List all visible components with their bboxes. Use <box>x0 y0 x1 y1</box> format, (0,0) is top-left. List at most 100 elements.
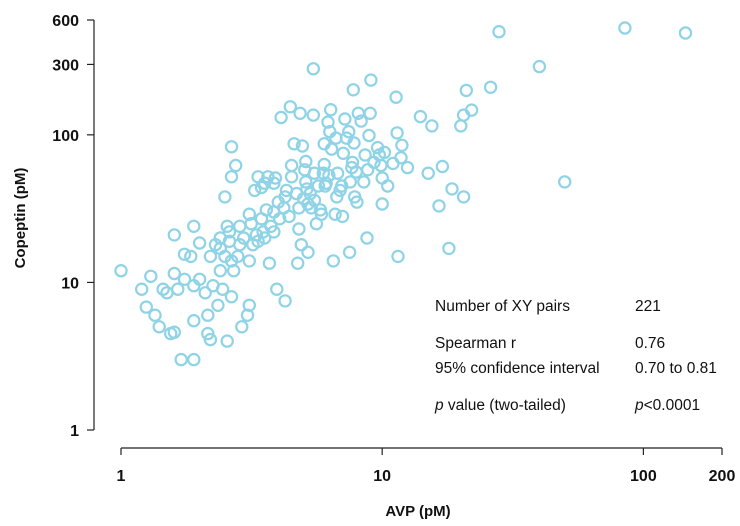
data-point <box>381 179 395 193</box>
stat-label-pvalue: p value (two-tailed) <box>434 397 566 414</box>
x-tick-label-10: 10 <box>373 468 391 485</box>
y-tick-label-10: 10 <box>61 275 79 292</box>
data-point <box>198 286 212 300</box>
stats-table: Number of XY pairs 221 Spearman r 0.76 9… <box>434 298 717 414</box>
y-tick-label-100: 100 <box>52 128 79 145</box>
data-point <box>360 231 374 245</box>
data-point <box>139 300 153 314</box>
data-point <box>678 26 693 40</box>
stat-value-pairs: 221 <box>635 298 661 315</box>
data-point <box>306 108 320 122</box>
y-tick-label-600: 600 <box>52 13 79 30</box>
data-point <box>421 166 435 180</box>
data-point <box>156 282 170 296</box>
data-point <box>258 231 272 245</box>
data-point <box>394 150 408 165</box>
data-point <box>187 352 201 367</box>
data-point <box>287 137 301 151</box>
data-point <box>464 103 479 117</box>
data-point <box>362 128 376 143</box>
data-point <box>220 334 234 348</box>
x-tick-label-1: 1 <box>117 468 126 485</box>
data-point <box>203 332 218 347</box>
stat-label-pairs: Number of XY pairs <box>435 298 570 315</box>
stat-label-pvalue-italic: p <box>434 397 444 414</box>
data-point <box>324 142 339 156</box>
data-point <box>224 140 239 154</box>
data-point <box>400 160 415 175</box>
data-point <box>299 175 313 189</box>
x-axis-title: AVP (pM) <box>385 503 450 520</box>
data-point <box>314 207 329 221</box>
data-point <box>342 245 357 259</box>
data-point <box>211 298 225 312</box>
data-point <box>244 216 258 231</box>
data-point <box>233 219 247 233</box>
data-point <box>377 145 392 160</box>
data-point <box>273 212 287 226</box>
stat-value-pvalue: p<0.0001 <box>634 397 700 414</box>
data-point <box>435 159 450 174</box>
data-point <box>386 156 400 171</box>
data-point <box>492 25 506 39</box>
data-point <box>233 237 247 252</box>
data-point <box>346 83 360 97</box>
data-point <box>242 207 256 221</box>
data-point <box>247 183 262 198</box>
data-point <box>358 148 372 162</box>
data-point <box>425 119 439 133</box>
data-point <box>249 228 264 242</box>
data-point <box>294 237 308 252</box>
stat-value-spearman: 0.76 <box>635 335 665 352</box>
data-point <box>201 326 215 341</box>
stat-value-pvalue-italic: p <box>634 397 644 414</box>
data-point <box>144 269 158 283</box>
stat-value-ci: 0.70 to 0.81 <box>635 360 717 377</box>
data-point <box>174 352 188 367</box>
y-tick-label-1: 1 <box>70 423 79 440</box>
data-point <box>267 225 281 239</box>
data-point <box>311 179 326 193</box>
data-point <box>336 146 350 160</box>
data-point <box>242 254 256 268</box>
data-point <box>262 256 277 270</box>
data-point <box>321 115 335 129</box>
data-point <box>184 249 198 264</box>
data-point <box>391 249 405 264</box>
data-point <box>218 190 232 204</box>
data-point <box>259 203 273 217</box>
x-tick-label-200: 200 <box>709 468 736 485</box>
data-point <box>319 176 333 190</box>
data-point <box>307 193 322 207</box>
data-point <box>215 282 230 296</box>
data-point <box>203 249 218 264</box>
data-point <box>354 114 368 128</box>
data-point <box>483 80 498 95</box>
data-point <box>330 166 345 180</box>
stat-value-pvalue-rest: <0.0001 <box>644 397 700 414</box>
x-axis-ticks: 1 10 100 200 <box>117 448 736 485</box>
data-point <box>432 199 446 213</box>
y-axis-ticks: 1 10 100 300 600 <box>52 13 94 440</box>
data-point <box>236 231 251 245</box>
data-point <box>357 175 371 189</box>
data-point <box>278 294 292 308</box>
data-point <box>293 106 307 121</box>
data-point <box>177 272 192 286</box>
data-point <box>171 282 185 296</box>
data-point <box>532 59 547 74</box>
data-point <box>291 256 305 270</box>
data-point <box>192 236 207 250</box>
data-point <box>301 245 315 259</box>
data-point <box>148 308 162 322</box>
data-point <box>335 209 350 224</box>
data-point <box>317 157 331 172</box>
y-axis-title: Copeptin (pM) <box>12 168 29 269</box>
data-point <box>177 247 192 261</box>
stat-label-spearman: Spearman r <box>435 335 516 352</box>
data-point <box>235 320 249 334</box>
data-point <box>324 102 338 117</box>
data-point <box>375 171 389 185</box>
y-tick-label-300: 300 <box>52 57 79 74</box>
